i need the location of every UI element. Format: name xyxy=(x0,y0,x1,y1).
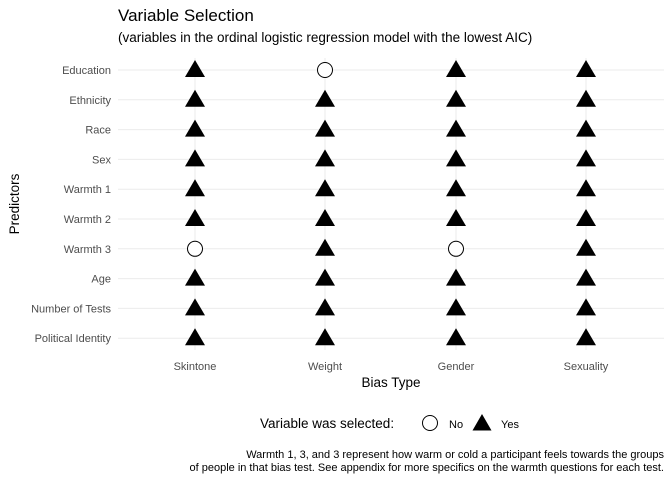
x-axis-title: Bias Type xyxy=(361,375,420,390)
point-selected-triangle xyxy=(315,179,335,197)
point-selected-triangle xyxy=(185,209,205,226)
point-selected-triangle xyxy=(185,268,205,286)
y-tick-label: Political Identity xyxy=(35,333,112,345)
point-selected-triangle xyxy=(446,179,466,197)
point-not-selected-circle xyxy=(448,240,464,257)
point-selected-triangle xyxy=(315,89,335,107)
point-selected-triangle xyxy=(576,268,596,286)
caption-line-1: Warmth 1, 3, and 3 represent how warm or… xyxy=(246,449,664,461)
x-tick-label: Sexuality xyxy=(564,361,609,373)
point-selected-triangle xyxy=(185,149,205,167)
chart-subtitle: (variables in the ordinal logistic regre… xyxy=(118,30,532,45)
point-not-selected-circle xyxy=(187,240,203,257)
legend-yes-label: Yes xyxy=(501,419,519,431)
point-selected-triangle xyxy=(446,119,466,137)
y-tick-label: Sex xyxy=(92,154,111,166)
y-tick-label: Age xyxy=(91,274,111,286)
legend-title: Variable was selected: xyxy=(260,416,394,431)
point-selected-triangle xyxy=(315,209,335,226)
point-selected-triangle xyxy=(576,298,596,316)
y-tick-label: Number of Tests xyxy=(31,303,111,315)
y-tick-labels: Education Ethnicity Race Sex Warmth 1 Warmth … xyxy=(31,65,111,345)
point-selected-triangle xyxy=(315,328,335,346)
legend-no-symbol xyxy=(422,415,438,431)
point-selected-triangle xyxy=(446,209,466,226)
y-tick-label: Ethnicity xyxy=(69,95,111,107)
x-tick-label: Weight xyxy=(308,361,342,373)
point-selected-triangle xyxy=(576,149,596,167)
y-tick-label: Warmth 3 xyxy=(64,244,111,256)
point-selected-triangle xyxy=(446,268,466,286)
point-selected-triangle xyxy=(576,328,596,346)
point-selected-triangle xyxy=(446,89,466,107)
point-selected-triangle xyxy=(315,268,335,286)
caption-line-2: of people in that bias test. See appendi… xyxy=(190,462,665,474)
point-selected-triangle xyxy=(446,60,466,77)
x-tick-label: Skintone xyxy=(174,361,217,373)
point-selected-triangle xyxy=(185,328,205,346)
y-tick-label: Race xyxy=(85,125,111,137)
point-selected-triangle xyxy=(315,149,335,167)
point-selected-triangle xyxy=(576,89,596,107)
y-axis-title: Predictors xyxy=(7,173,22,234)
point-selected-triangle xyxy=(576,119,596,137)
point-selected-triangle xyxy=(576,209,596,226)
legend-no-label: No xyxy=(449,419,463,431)
data-points xyxy=(185,60,596,346)
y-tick-label: Warmth 2 xyxy=(64,214,111,226)
point-selected-triangle xyxy=(446,298,466,316)
point-selected-triangle xyxy=(185,119,205,137)
point-selected-triangle xyxy=(576,238,596,256)
x-tick-label: Gender xyxy=(438,361,475,373)
chart-title: Variable Selection xyxy=(118,6,254,25)
legend: Variable was selected: No Yes xyxy=(260,414,519,431)
point-selected-triangle xyxy=(315,119,335,137)
point-selected-triangle xyxy=(576,60,596,77)
y-tick-label: Education xyxy=(62,65,111,77)
legend-yes-symbol xyxy=(472,414,492,431)
y-tick-label: Warmth 1 xyxy=(64,184,111,196)
point-selected-triangle xyxy=(185,60,205,77)
x-tick-labels: Skintone Weight Gender Sexuality xyxy=(174,361,609,373)
point-selected-triangle xyxy=(185,89,205,107)
point-selected-triangle xyxy=(185,298,205,316)
point-not-selected-circle xyxy=(317,62,333,78)
point-selected-triangle xyxy=(315,238,335,256)
point-selected-triangle xyxy=(576,179,596,197)
point-selected-triangle xyxy=(446,328,466,346)
point-selected-triangle xyxy=(446,149,466,167)
point-selected-triangle xyxy=(315,298,335,316)
point-selected-triangle xyxy=(185,179,205,197)
